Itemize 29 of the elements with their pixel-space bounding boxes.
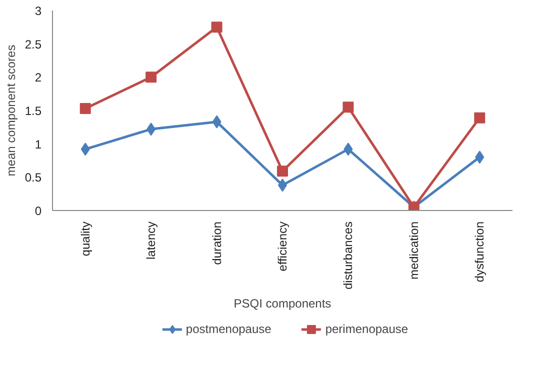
x-tick-label: duration [210,221,224,265]
x-axis-title: PSQI components [234,296,332,311]
point [146,72,157,83]
point [80,103,91,114]
point [277,166,288,177]
y-tick-label: 2 [34,70,42,85]
point [344,142,353,156]
y-tick-label: 0 [34,204,42,218]
x-tick-label: disturbances [341,221,356,290]
point [212,115,222,128]
point [474,112,486,124]
point [146,122,156,136]
point [80,142,90,156]
y-tick-label: 3 [34,4,42,18]
y-tick-label: 1 [34,137,42,152]
y-tick-label: 0.5 [24,170,42,185]
point [342,102,354,113]
y-tick-label: 1.5 [24,104,42,118]
point [475,150,484,164]
x-tick-label: latency [144,221,158,260]
x-tick-label: quality [78,222,92,256]
y-tick-label: 2.5 [24,37,42,52]
x-tick-label: medication [406,222,421,280]
legend-label: perimenopause [325,322,408,336]
legend-label: postmenopause [186,322,272,336]
x-tick-label: efficiency [276,221,290,272]
x-tick-label: dysfunction [472,222,487,282]
y-axis-title: mean component scores [4,44,18,176]
point [211,22,222,33]
